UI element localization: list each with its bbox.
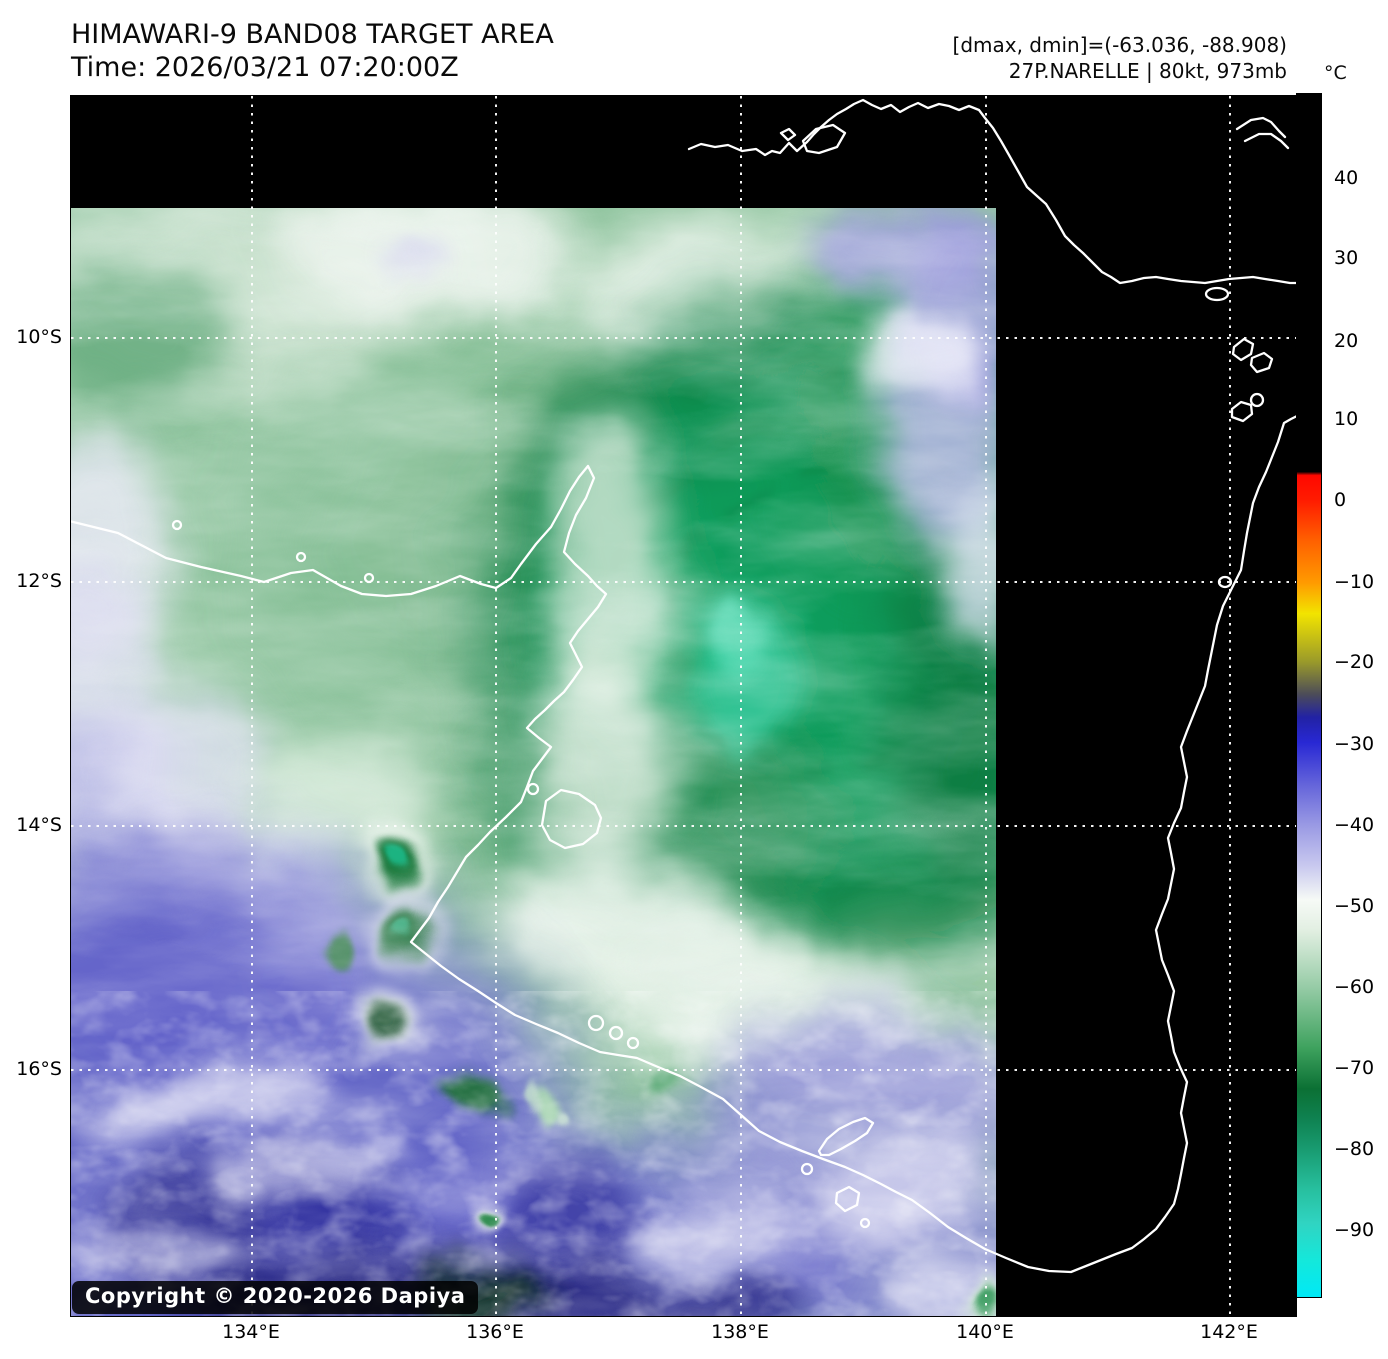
y-tick-label: 12°S — [16, 570, 62, 592]
torres-strait-islands — [1230, 337, 1274, 423]
daru-island — [1204, 286, 1230, 302]
nt-coastal-islet-2 — [363, 572, 375, 584]
groote-eylandt — [540, 788, 603, 850]
colorbar-unit-label: °C — [1324, 62, 1347, 84]
copyright-badge: Copyright © 2020-2026 Dapiya — [72, 1281, 479, 1314]
gulf-of-carpentaria-coastline — [71, 415, 1296, 1274]
coastline-layer — [71, 98, 1296, 1274]
fly-delta-islands — [779, 123, 847, 155]
meta-block: [dmax, dmin]=(-63.036, -88.908) 27P.NARE… — [953, 32, 1287, 84]
y-tick-label: 14°S — [16, 814, 62, 836]
time-label: Time: 2026/03/21 07:20:00Z — [71, 52, 459, 83]
cloud-texture-speckle — [71, 991, 996, 1316]
colorbar-tick-label: −60 — [1334, 976, 1375, 998]
range-label: [dmax, dmin]=(-63.036, -88.908) — [952, 33, 1287, 57]
satellite-map-plot — [70, 95, 1297, 1317]
x-tick-label: 142°E — [1200, 1321, 1258, 1343]
pellew-islet-3 — [626, 1036, 640, 1050]
colorbar-tick-label: −40 — [1334, 814, 1375, 836]
torres-islet — [1249, 392, 1265, 408]
page-title: HIMAWARI-9 BAND08 TARGET AREA — [71, 19, 554, 50]
y-tick-label: 10°S — [16, 326, 62, 348]
pellew-islet-1 — [587, 1014, 605, 1032]
colorbar-tick-label: 10 — [1334, 408, 1359, 430]
x-tick-label: 136°E — [466, 1321, 524, 1343]
nt-coastal-islet-1 — [295, 551, 307, 563]
bickerton-island — [526, 782, 540, 796]
mornington-island — [817, 1116, 875, 1157]
temperature-colorbar — [1296, 93, 1322, 1298]
colorbar-tick-label: −30 — [1334, 733, 1375, 755]
reef-lines — [1235, 116, 1290, 150]
nt-coastal-islet-3 — [171, 519, 183, 531]
wellesley-islet-2 — [834, 1185, 861, 1213]
storm-label: 27P.NARELLE | 80kt, 973mb — [1008, 59, 1287, 83]
graticule-gridlines — [71, 96, 1296, 1316]
colorbar-tick-label: 0 — [1334, 489, 1347, 511]
colorbar-tick-label: −50 — [1334, 895, 1375, 917]
x-tick-label: 140°E — [956, 1321, 1014, 1343]
png-south-coastline — [687, 98, 1296, 285]
colorbar-tick-label: −90 — [1334, 1219, 1375, 1241]
colorbar-tick-label: −80 — [1334, 1138, 1375, 1160]
colorbar-tick-label: −10 — [1334, 571, 1375, 593]
wellesley-islet-1 — [800, 1162, 814, 1176]
satellite-image-layer — [71, 208, 996, 1316]
colorbar-tick-label: 20 — [1334, 330, 1359, 352]
colorbar-tick-label: −70 — [1334, 1057, 1375, 1079]
x-tick-label: 134°E — [222, 1321, 280, 1343]
pellew-islet-2 — [608, 1025, 624, 1041]
colorbar-tick-label: 40 — [1334, 167, 1359, 189]
wellesley-islet-3 — [859, 1217, 871, 1229]
header-block: HIMAWARI-9 BAND08 TARGET AREA Time: 2026… — [71, 18, 554, 84]
y-tick-label: 16°S — [16, 1058, 62, 1080]
cyp-coastal-islet — [1217, 575, 1233, 589]
x-tick-label: 138°E — [711, 1321, 769, 1343]
colorbar-tick-label: −20 — [1334, 651, 1375, 673]
colorbar-tick-label: 30 — [1334, 247, 1359, 269]
